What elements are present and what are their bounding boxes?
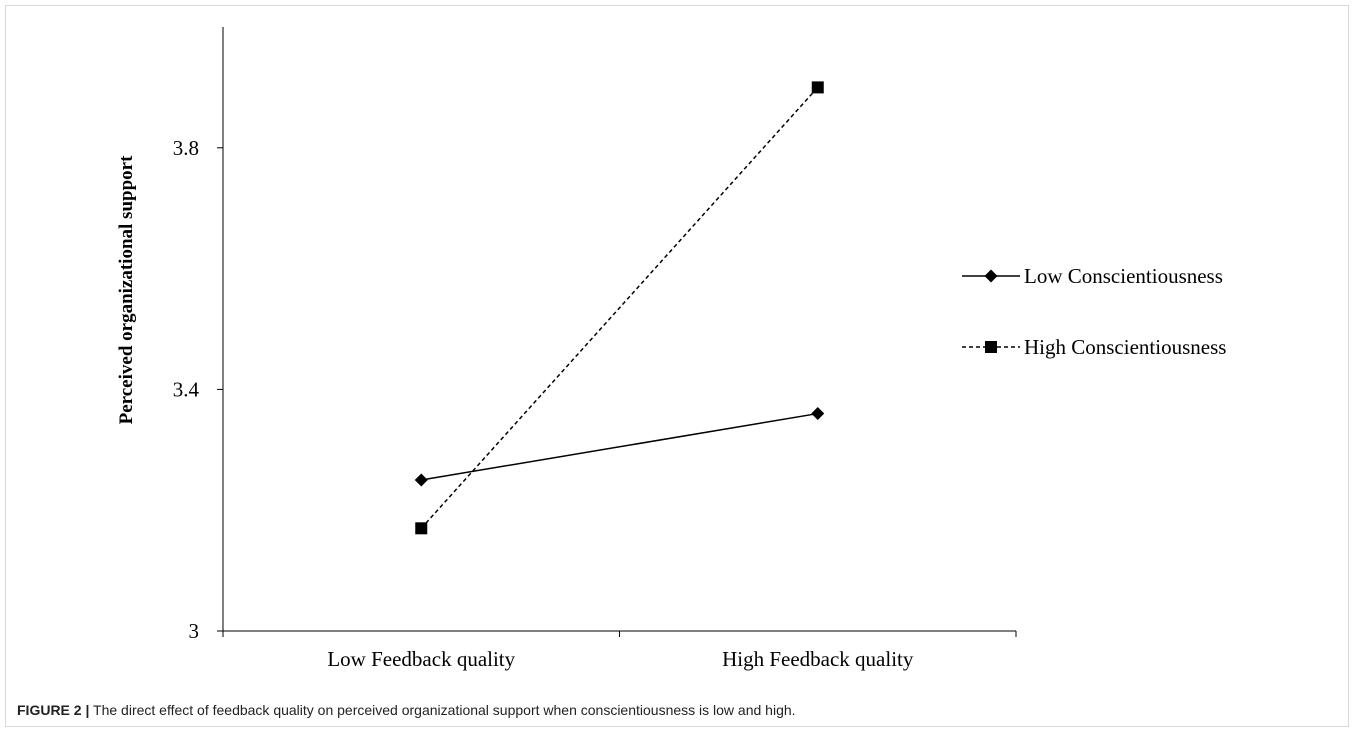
data-point: [414, 473, 428, 487]
chart-legend: Low Conscientiousness High Conscientiousn…: [962, 264, 1226, 359]
data-point: [811, 407, 825, 421]
chart-axes: 3 3.4 3.8 Low Feedback quality High Feedback…: [173, 27, 1017, 671]
legend-item: Low Conscientiousness: [962, 264, 1223, 288]
y-tick-label: 3: [189, 619, 200, 643]
figure-label: FIGURE 2: [17, 702, 82, 718]
y-tick-label: 3.8: [173, 136, 199, 160]
x-tick-label: High Feedback quality: [722, 647, 914, 671]
y-axis-label: Perceived organizational support: [116, 155, 137, 424]
data-point: [415, 522, 428, 535]
data-point: [811, 81, 824, 94]
series-low-conscientiousness: [414, 407, 825, 487]
y-tick-label: 3.4: [173, 377, 200, 401]
figure-frame: [5, 5, 1349, 727]
legend-marker: [984, 269, 998, 283]
chart-series: [414, 81, 825, 535]
figure-caption: FIGURE 2 | The direct effect of feedback…: [17, 702, 796, 718]
figure-separator: |: [85, 702, 90, 718]
legend-item: High Conscientiousness: [962, 335, 1226, 359]
legend-label: Low Conscientiousness: [1024, 264, 1223, 288]
legend-label: High Conscientiousness: [1024, 335, 1226, 359]
series-line: [420, 86, 819, 529]
series-line: [421, 412, 818, 481]
x-tick-label: Low Feedback quality: [327, 647, 515, 671]
series-high-conscientiousness: [415, 81, 824, 535]
figure-caption-text: The direct effect of feedback quality on…: [93, 702, 796, 718]
legend-marker: [985, 341, 997, 353]
